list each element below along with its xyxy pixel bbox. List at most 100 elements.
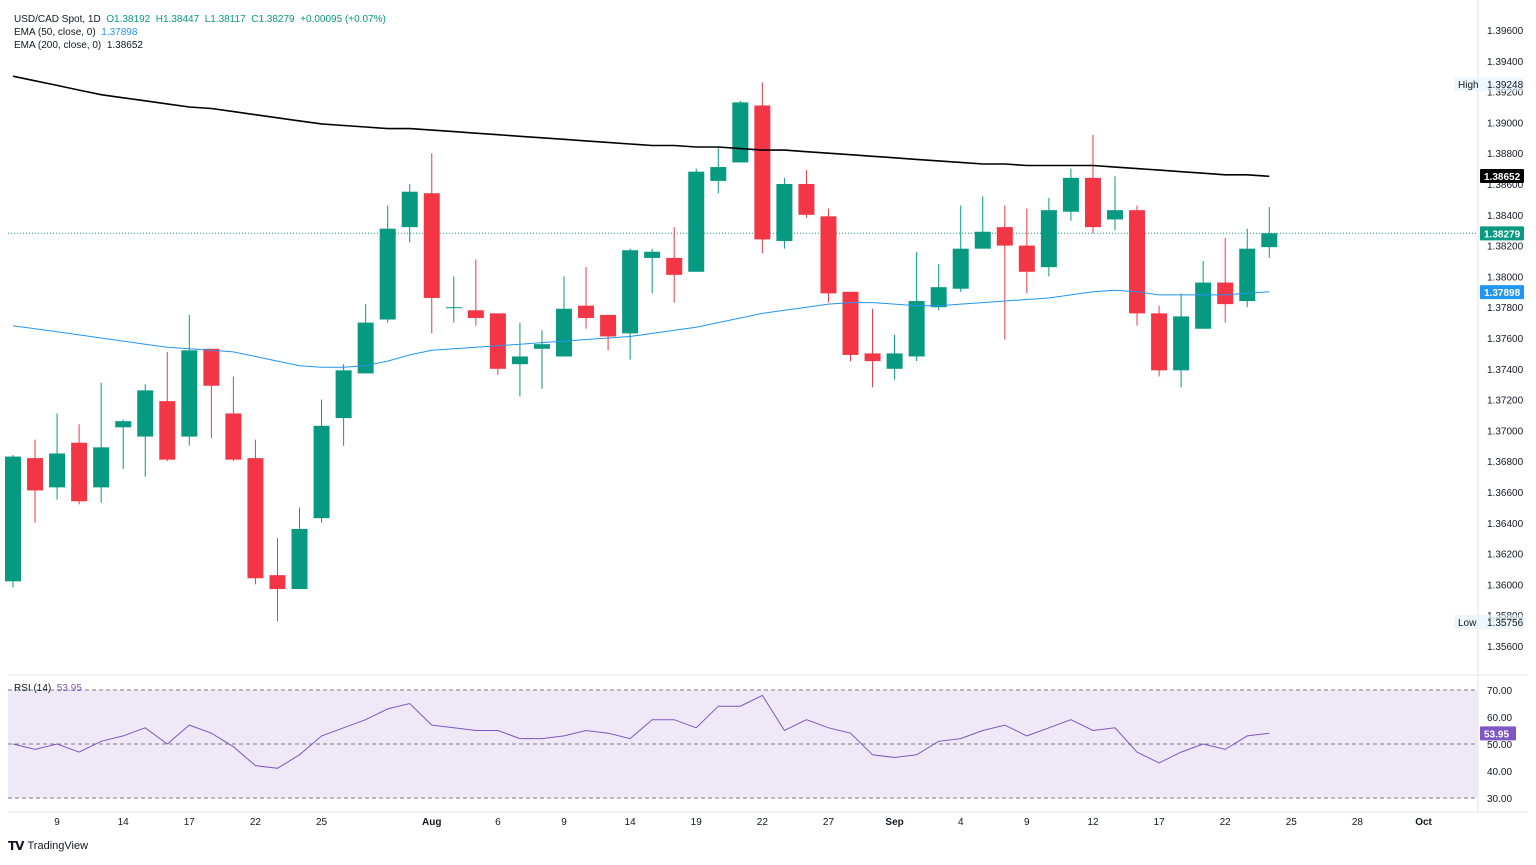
candle-down (666, 227, 683, 303)
ema50-price-tag-text: 1.37898 (1484, 288, 1521, 299)
candle-down (467, 259, 484, 326)
candle-body (754, 105, 771, 240)
legend-ohlc-row: USD/CAD Spot, 1D O1.38192 H1.38447 L1.38… (14, 13, 386, 26)
candle-down (578, 267, 595, 329)
time-tick-label: 19 (691, 817, 703, 828)
candle-body (313, 425, 330, 519)
candle-down (269, 538, 286, 622)
candle-up (688, 168, 705, 272)
candle-body (1062, 177, 1079, 212)
candle-down (203, 348, 220, 439)
legend-ema200-value: 1.38652 (106, 40, 143, 51)
candle-up (644, 248, 661, 294)
candle-body (644, 251, 661, 258)
candle-down (996, 205, 1013, 340)
time-tick-label: 25 (1286, 817, 1298, 828)
candle-body (1084, 177, 1101, 228)
candle-up (401, 184, 418, 243)
candle-down (1018, 208, 1035, 294)
low-marker-value: 1.35756 (1487, 618, 1524, 629)
rsi-legend: RSI (14) 53.95 (14, 683, 82, 694)
candle-body (556, 308, 572, 357)
candle-body (952, 248, 969, 289)
candle-body (93, 447, 110, 488)
candle-body (1018, 245, 1035, 272)
candle-body (666, 257, 683, 275)
time-tick-label: 28 (1352, 817, 1364, 828)
ema50-price-tag-bg (1480, 285, 1524, 300)
close-price-tag-bg (1480, 226, 1524, 241)
candle-up (445, 276, 462, 323)
candle-body (225, 413, 242, 460)
candle-body (578, 305, 595, 318)
price-tick-label: 1.37000 (1487, 426, 1524, 437)
legend-change: +0.00095 (+0.07%) (300, 14, 386, 25)
candle-body (886, 353, 903, 369)
candle-body (115, 421, 132, 428)
candle-body (445, 307, 462, 309)
price-tick-label: 1.39600 (1487, 26, 1524, 37)
candle-body (1107, 210, 1123, 220)
time-tick-label: Sep (885, 817, 903, 828)
candle-body (996, 227, 1013, 246)
candles-group (5, 82, 1278, 622)
candle-body (1261, 233, 1278, 248)
candle-body (776, 184, 793, 241)
price-tick-label: 1.39200 (1487, 88, 1524, 99)
candle-body (335, 370, 352, 419)
candle-body (49, 453, 66, 488)
legend-symbol: USD/CAD Spot, 1D (14, 14, 101, 25)
price-tick-label: 1.37400 (1487, 365, 1524, 376)
candle-up (1040, 197, 1057, 277)
time-tick-label: 9 (561, 817, 567, 828)
candle-body (1239, 248, 1256, 302)
candle-up (974, 196, 991, 249)
rsi-line (12, 694, 1270, 769)
candle-down (1129, 205, 1146, 326)
candle-body (269, 575, 286, 590)
price-tick-label: 1.36200 (1487, 550, 1524, 561)
tradingview-logo[interactable]: 𝗧𝗩 TradingView (8, 839, 88, 853)
time-tick-label: 4 (958, 817, 964, 828)
price-tick-label: 1.35600 (1487, 642, 1524, 653)
candle-down (225, 376, 242, 462)
price-tick-label: 1.38800 (1487, 149, 1524, 160)
high-marker-bg (1454, 77, 1524, 92)
candle-body (1195, 282, 1212, 329)
price-tick-label: 1.36600 (1487, 488, 1524, 499)
ema200-price-tag-text: 1.38652 (1484, 172, 1521, 183)
candle-body (379, 228, 396, 320)
candle-body (600, 314, 617, 337)
candle-body (489, 313, 506, 369)
candle-down (489, 313, 506, 375)
rsi-legend-label: RSI (14) (14, 683, 52, 694)
time-tick-label: 22 (1220, 817, 1232, 828)
low-marker-label: Low (1458, 618, 1477, 629)
low-marker: Low 1.35756 (1454, 614, 1524, 629)
candle-body (688, 171, 705, 272)
candle-body (71, 442, 88, 502)
candle-up (313, 399, 330, 523)
candle-body (622, 250, 639, 334)
legend-ema200-label: EMA (200, close, 0) (14, 40, 102, 51)
candle-body (203, 348, 220, 386)
candle-up (357, 304, 374, 374)
ema50-line (12, 289, 1270, 368)
candle-down (820, 208, 837, 303)
price-axis: 1.356001.358001.360001.362001.364001.366… (1487, 26, 1524, 653)
rsi-value-tag: 53.95 (1480, 726, 1516, 741)
time-tick-label: 22 (250, 817, 262, 828)
price-tick-label: 1.36400 (1487, 519, 1524, 530)
candle-up (952, 205, 969, 292)
ema50-price-tag: 1.37898 (1480, 285, 1524, 300)
candle-body (1129, 210, 1146, 314)
candle-up (930, 264, 947, 311)
candle-down (1217, 237, 1234, 323)
rsi-tick-label: 60.00 (1487, 713, 1512, 724)
candle-up (732, 100, 749, 163)
candle-body (1217, 282, 1234, 305)
candle-body (247, 458, 264, 579)
candle-up (622, 248, 639, 360)
